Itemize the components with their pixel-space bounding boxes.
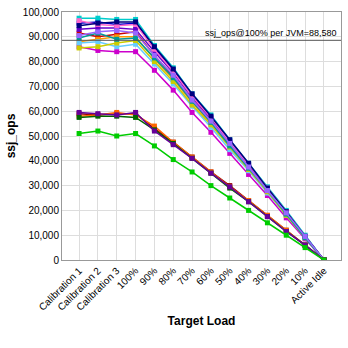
- svg-text:60%: 60%: [194, 265, 216, 287]
- svg-text:Calibration 1: Calibration 1: [37, 265, 85, 313]
- svg-text:40,000: 40,000: [28, 155, 59, 166]
- svg-text:100%: 100%: [115, 265, 141, 291]
- svg-text:90,000: 90,000: [28, 31, 59, 42]
- svg-text:50,000: 50,000: [28, 131, 59, 142]
- svg-text:30%: 30%: [250, 265, 272, 287]
- svg-text:Calibration 3: Calibration 3: [74, 265, 122, 313]
- svg-text:20%: 20%: [269, 265, 291, 287]
- svg-text:20,000: 20,000: [28, 205, 59, 216]
- svg-text:ssj_ops@100% per JVM=88,580: ssj_ops@100% per JVM=88,580: [205, 28, 336, 38]
- svg-text:Active Idle: Active Idle: [288, 265, 329, 306]
- svg-text:10,000: 10,000: [28, 230, 59, 241]
- svg-text:ssj_ops: ssj_ops: [4, 113, 18, 158]
- svg-text:60,000: 60,000: [28, 106, 59, 117]
- svg-text:0: 0: [53, 255, 59, 266]
- svg-text:40%: 40%: [232, 265, 254, 287]
- svg-text:80%: 80%: [156, 265, 178, 287]
- svg-text:70%: 70%: [175, 265, 197, 287]
- svg-text:Calibration 2: Calibration 2: [55, 265, 103, 313]
- svg-text:70,000: 70,000: [28, 81, 59, 92]
- svg-text:100,000: 100,000: [23, 7, 60, 18]
- svg-text:80,000: 80,000: [28, 56, 59, 67]
- svg-text:30,000: 30,000: [28, 180, 59, 191]
- svg-text:50%: 50%: [213, 265, 235, 287]
- svg-text:10%: 10%: [288, 265, 310, 287]
- svg-text:90%: 90%: [137, 265, 159, 287]
- svg-text:Target Load: Target Load: [168, 314, 236, 328]
